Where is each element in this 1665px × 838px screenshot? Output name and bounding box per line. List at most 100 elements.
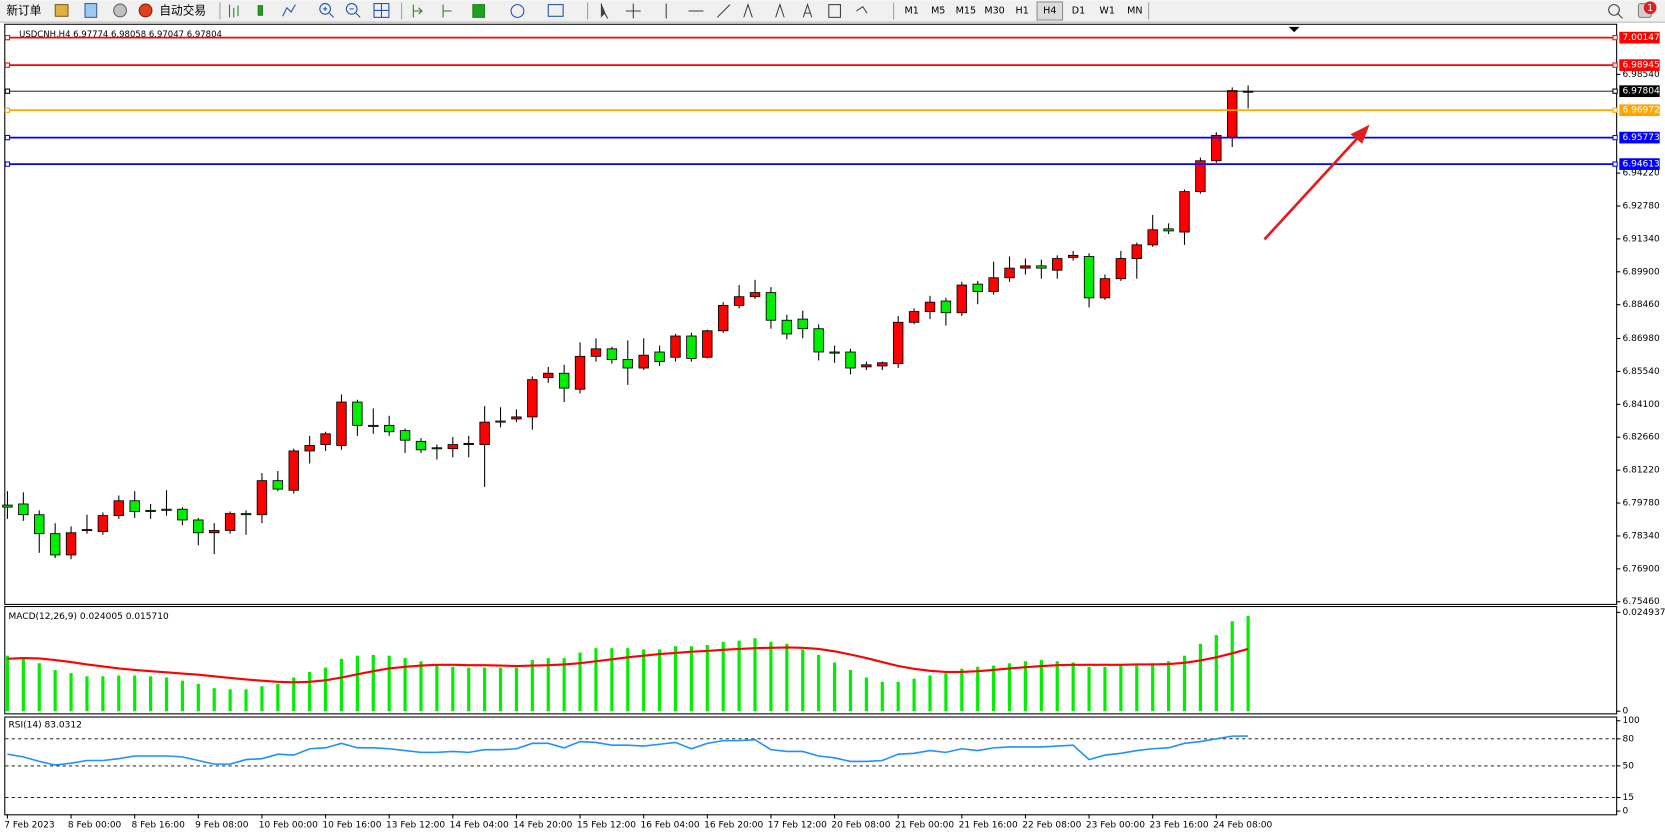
macd-bar <box>514 667 519 712</box>
macd-bar <box>753 638 757 712</box>
macd-bar <box>562 658 566 712</box>
y-tick-label: 6.85540 <box>1622 367 1660 377</box>
toolbar <box>0 0 1665 22</box>
macd-bar <box>101 676 105 712</box>
level-handle <box>4 62 11 68</box>
new-order-button[interactable]: 新订单 <box>6 3 41 17</box>
macd-bar <box>721 641 725 712</box>
candle-body <box>590 348 602 357</box>
macd-bar <box>467 667 471 712</box>
candle-body <box>543 372 554 379</box>
macd-bar <box>451 666 455 712</box>
candle-body <box>272 480 284 490</box>
macd-bar <box>546 658 550 712</box>
candle-body <box>415 440 427 451</box>
candle-body <box>224 513 236 531</box>
macd-bar <box>992 665 996 712</box>
candle-body <box>145 509 156 512</box>
level-label-box <box>1619 104 1660 117</box>
macd-bar <box>148 676 153 712</box>
macd-bar <box>37 663 41 712</box>
x-tick-label: 21 Feb 16:00 <box>959 820 1018 830</box>
chart-type-icons[interactable] <box>228 4 296 18</box>
candle-body <box>702 330 713 358</box>
candle-body <box>81 529 93 532</box>
macd-bar <box>1055 661 1059 712</box>
candle-body <box>654 351 665 363</box>
candle-body <box>495 420 506 423</box>
timeframe-button[interactable]: M1 <box>905 5 919 16</box>
candle-body <box>686 335 697 359</box>
macd-bar <box>244 689 248 712</box>
notification-count: 1 <box>1647 3 1653 14</box>
drawing-tools[interactable] <box>600 2 868 19</box>
level-label: 6.97804 <box>1622 87 1660 97</box>
candle-body <box>1211 134 1222 162</box>
candle-body <box>1131 244 1142 259</box>
candle-body <box>368 424 379 427</box>
macd-bar <box>387 655 391 712</box>
timeframe-button[interactable]: M30 <box>984 5 1004 16</box>
search-icon[interactable] <box>1608 4 1620 16</box>
macd-bar <box>928 675 932 712</box>
level-label-box <box>1619 131 1660 144</box>
search-icon[interactable] <box>1616 12 1623 19</box>
macd-bar <box>705 644 709 712</box>
icon[interactable] <box>84 3 98 18</box>
x-tick-label: 24 Feb 08:00 <box>1213 820 1272 830</box>
candle-body <box>129 500 140 512</box>
candle-body <box>383 424 395 433</box>
scroll-icons[interactable] <box>412 4 564 18</box>
timeframe-button[interactable]: H1 <box>1016 5 1029 16</box>
level-handle <box>4 161 11 167</box>
macd-bar <box>1103 666 1107 712</box>
icon[interactable] <box>54 4 69 17</box>
macd-bar <box>1198 643 1202 712</box>
auto-trading-button[interactable]: 自动交易 <box>159 3 206 17</box>
candle-body <box>1052 258 1063 271</box>
timeframe-button[interactable]: MN <box>1127 5 1142 16</box>
candle-body <box>1004 267 1015 279</box>
macd-bar <box>610 648 614 712</box>
macd-bar <box>308 671 312 712</box>
candle-body <box>49 533 61 556</box>
x-tick-label: 23 Feb 00:00 <box>1086 820 1145 830</box>
macd-bar <box>626 648 630 712</box>
macd-bar <box>1214 635 1218 712</box>
candle-body <box>829 351 840 354</box>
macd-bar <box>1087 666 1091 712</box>
timeframe-button[interactable]: M5 <box>931 5 945 16</box>
macd-bar <box>164 677 169 712</box>
candle-body <box>1163 228 1174 232</box>
macd-bar <box>912 678 916 712</box>
candle-body <box>2 504 13 508</box>
timeframe-button[interactable]: M15 <box>956 5 976 16</box>
x-tick-label: 10 Feb 16:00 <box>322 820 381 830</box>
icon[interactable] <box>113 3 127 18</box>
auto-trading-icon[interactable] <box>138 3 153 18</box>
notification-badge[interactable] <box>1643 1 1657 15</box>
macd-bar <box>864 677 868 712</box>
level-label: 6.96972 <box>1622 106 1659 116</box>
annotation-arrow-head <box>1350 124 1370 144</box>
candle-body <box>65 532 77 556</box>
candle-body <box>622 359 633 369</box>
main-panel-frame <box>4 23 1618 605</box>
timeframe-button[interactable]: H4 <box>1043 5 1056 16</box>
macd-bar <box>260 686 264 712</box>
candle-body <box>336 401 347 446</box>
macd-title: MACD(12,26,9) 0.024005 0.015710 <box>9 612 170 622</box>
macd-bar <box>21 658 25 712</box>
zoom-icons[interactable] <box>319 3 390 18</box>
timeframe-button[interactable]: W1 <box>1099 5 1115 16</box>
timeframe-pressed <box>1036 1 1064 21</box>
y-tick-label: 0.024937 <box>1622 608 1665 618</box>
timeframe-button[interactable]: D1 <box>1072 5 1085 16</box>
y-tick-label: 15 <box>1622 793 1633 803</box>
y-tick-label: 6.81220 <box>1622 466 1660 476</box>
level-handle <box>1612 107 1618 113</box>
level-handle <box>1612 134 1618 141</box>
candle-body <box>733 296 745 306</box>
candle-body <box>177 508 188 521</box>
candle-body <box>288 450 299 491</box>
